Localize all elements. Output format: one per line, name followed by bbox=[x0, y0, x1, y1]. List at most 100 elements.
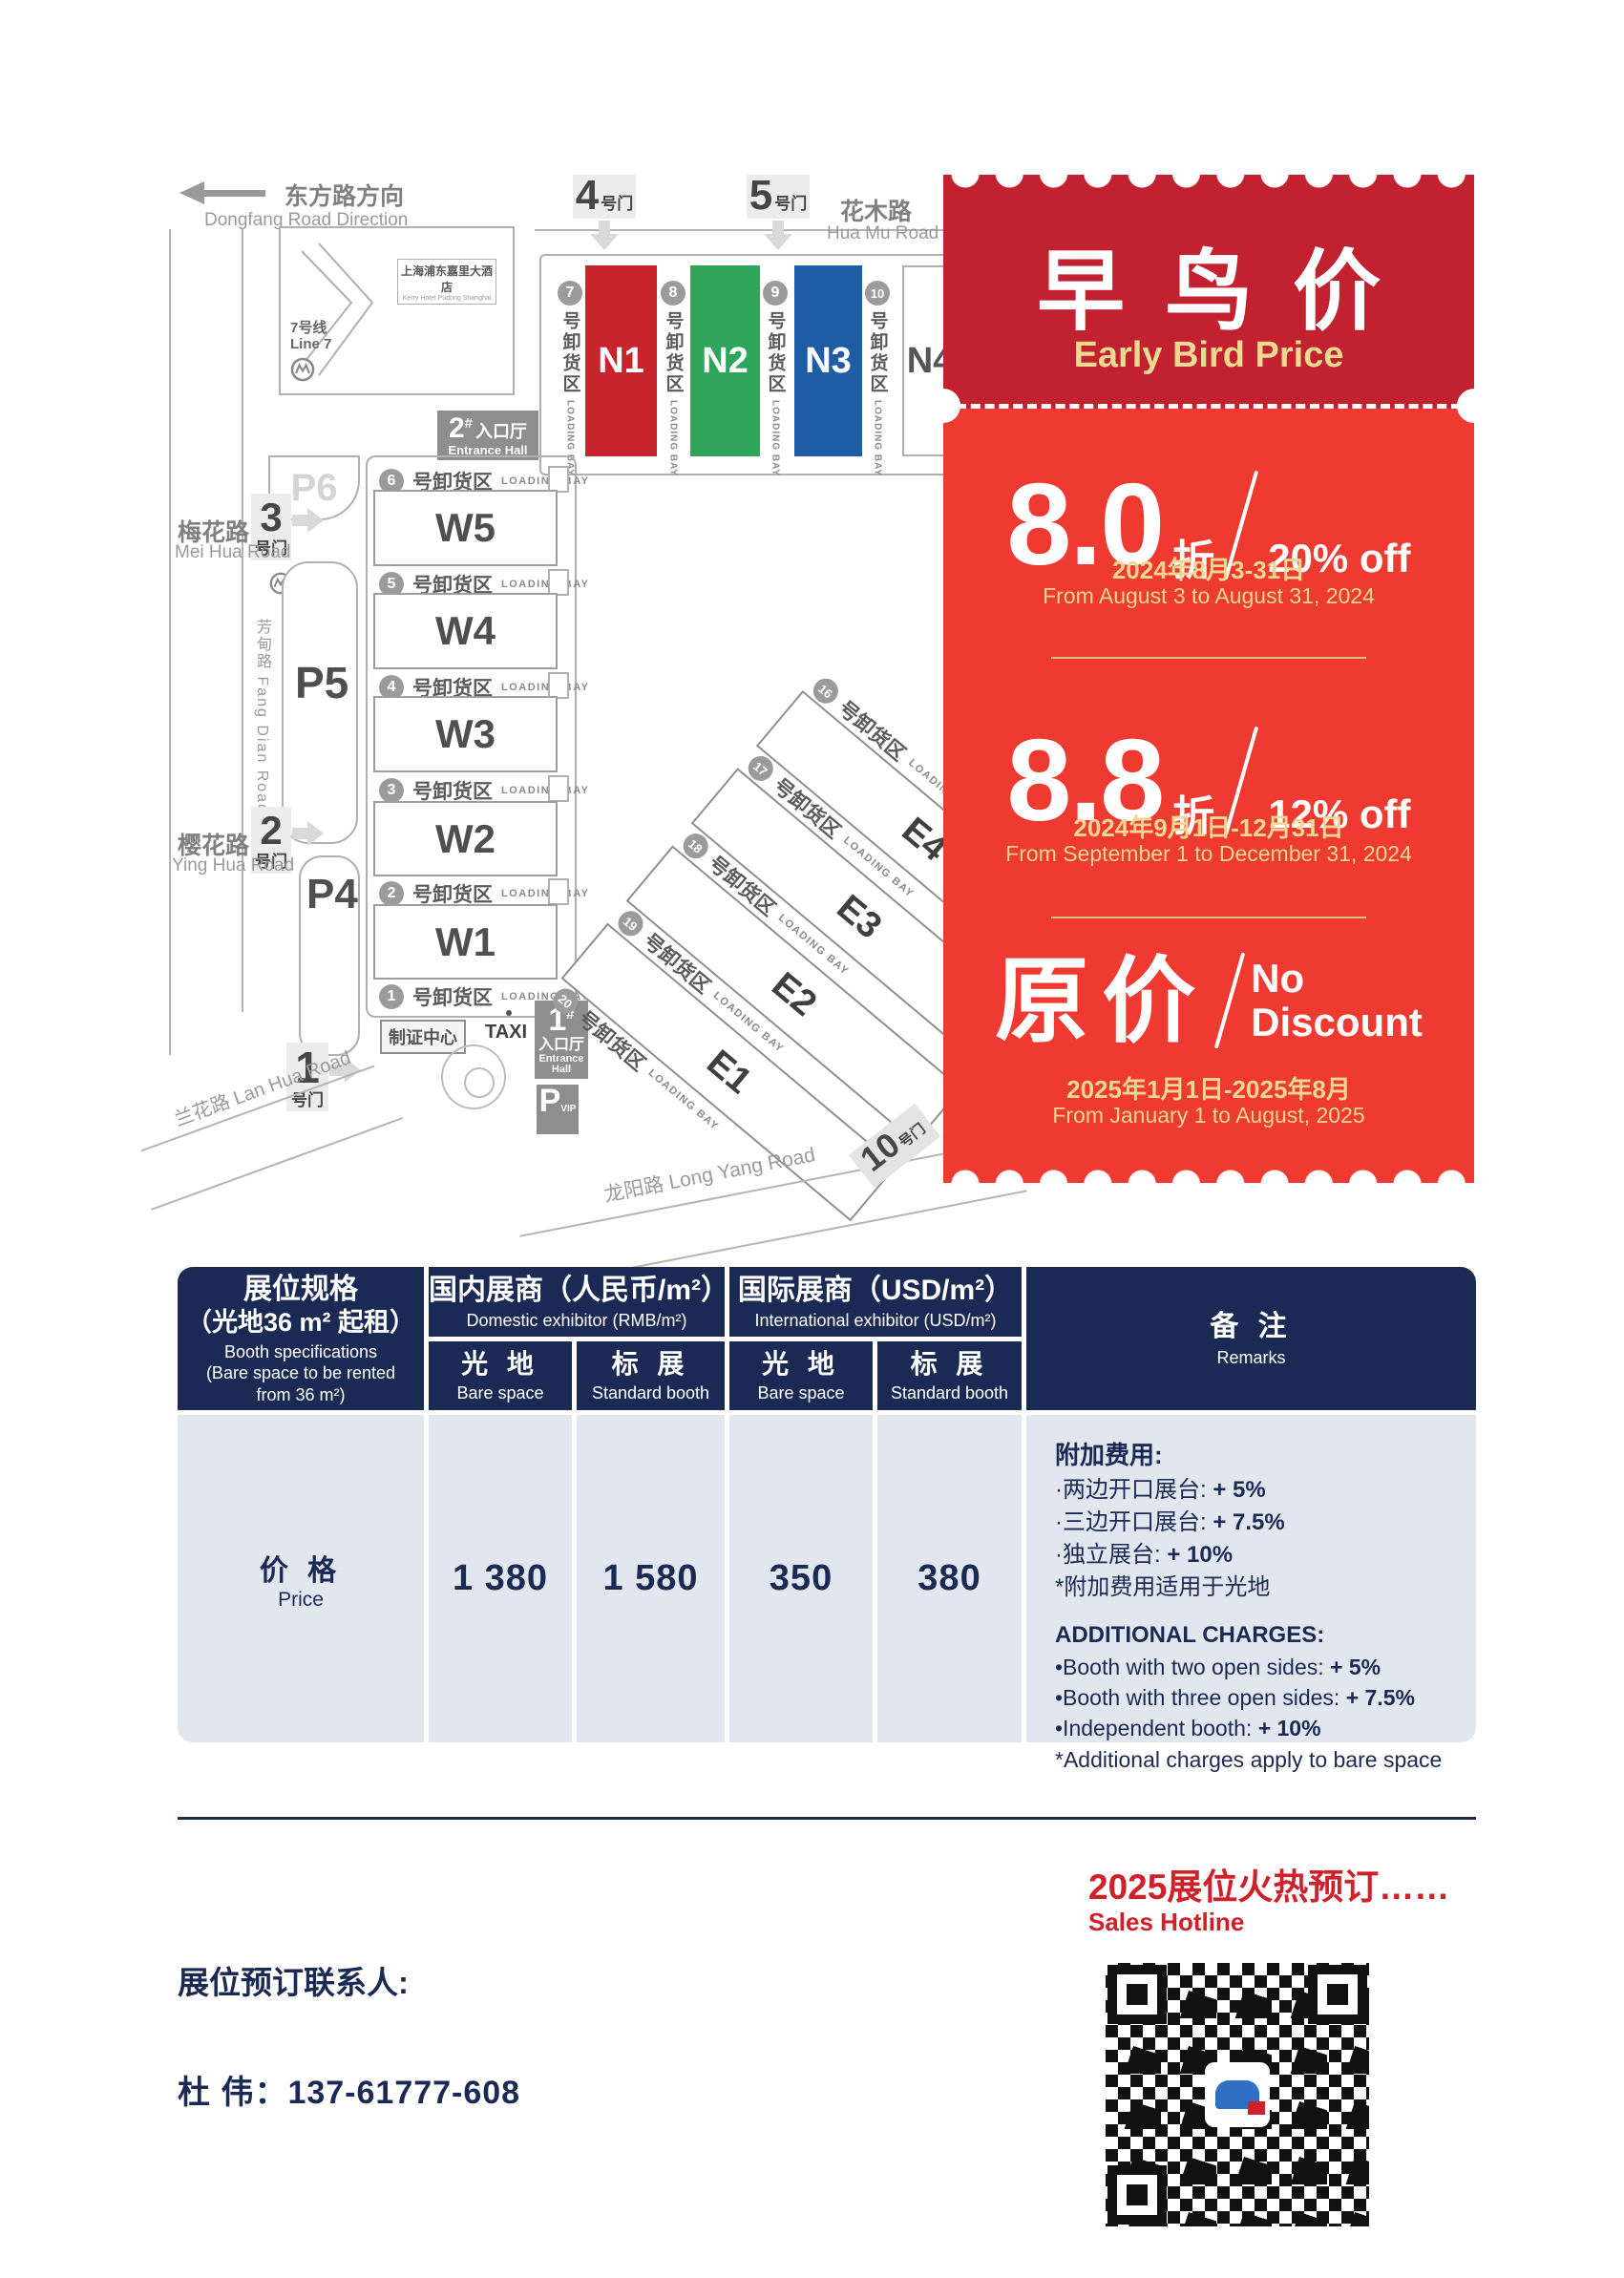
domestic-standard-zh: 标 展 bbox=[611, 1349, 690, 1380]
tier2-unit: 折 bbox=[1172, 793, 1215, 840]
remarks-cn-item-val: + 7.5% bbox=[1213, 1508, 1285, 1535]
gate-4-num: 4 bbox=[575, 172, 600, 219]
spec-en1: Booth specifications bbox=[223, 1341, 378, 1361]
tier3-price-row: 原价 No Discount bbox=[943, 939, 1474, 1063]
bay-10-num: 10 bbox=[865, 281, 890, 306]
gate-2-suffix: 号门 bbox=[255, 853, 287, 871]
price-value: 380 bbox=[917, 1558, 981, 1598]
bay-4-num: 4 bbox=[379, 675, 404, 700]
badge-center-box: 制证中心 bbox=[380, 1020, 466, 1054]
remarks-header-cell: 备 注 Remarks bbox=[1026, 1267, 1476, 1410]
road-line-top bbox=[535, 229, 960, 231]
fangdian-road-label: 芳甸路 Fang Dian Road bbox=[254, 619, 270, 814]
bay-5-num: 5 bbox=[379, 572, 404, 597]
meihua-road-en: Mei Hua Road bbox=[175, 542, 291, 562]
bay-10-zh: 号卸货区 bbox=[867, 311, 888, 395]
price-domestic-standard: 1 580 bbox=[577, 1415, 725, 1742]
parking-p6-label: P6 bbox=[290, 466, 338, 509]
huamu-road-zh: 花木路 bbox=[840, 199, 913, 225]
bay-1-num: 1 bbox=[379, 984, 404, 1009]
road-line bbox=[242, 229, 243, 1012]
roundabout-outer bbox=[441, 1044, 506, 1109]
remarks-cn-item-val: + 10% bbox=[1167, 1541, 1234, 1568]
coupon-divider-1 bbox=[1051, 657, 1366, 659]
remarks-gap bbox=[1055, 1604, 1466, 1619]
gate-2: 2 号门 bbox=[251, 807, 291, 874]
parking-p5: P5 bbox=[282, 561, 358, 844]
entrance-2-num: 2 bbox=[448, 412, 465, 445]
international-group-header: 国际展商（USD/m²） International exhibitor (US… bbox=[729, 1267, 1022, 1337]
yinghua-road-zh: 樱花路 bbox=[178, 833, 250, 859]
entrance-hall-2: 2 # 入口厅 Entrance Hall bbox=[437, 411, 538, 460]
remarks-cn-item: ·两边开口展台: + 5% bbox=[1055, 1474, 1466, 1507]
entrance-1-en: Entrance Hall bbox=[538, 1052, 584, 1076]
coupon-title-en: Early Bird Price bbox=[1073, 335, 1344, 375]
loading-bay-7: 7 号卸货区 LOADING BAY bbox=[556, 281, 584, 476]
tier2-date-zh: 2024年9月1日-12月31日 bbox=[1073, 813, 1344, 842]
tier1-discount: 20% off bbox=[1268, 536, 1411, 580]
domestic-group-header: 国内展商（人民币/m²） Domestic exhibitor (RMB/m²) bbox=[429, 1267, 729, 1337]
bay-2-notch bbox=[548, 878, 569, 905]
coupon-dashed-divider bbox=[957, 404, 1461, 409]
hall-w3: W3 bbox=[373, 696, 558, 772]
bay-8-en: LOADING BAY bbox=[667, 400, 679, 477]
remarks-body: 附加费用: ·两边开口展台: + 5% ·三边开口展台: + 7.5% ·独立展… bbox=[1026, 1415, 1476, 1772]
gate-3-suffix: 号门 bbox=[255, 539, 287, 558]
loading-bay-2: 2 号卸货区 LOADING BAY bbox=[379, 879, 590, 908]
tier2-price-row: 8.8 折 12% off bbox=[943, 709, 1474, 853]
bay-3-en: LOADING BAY bbox=[501, 785, 590, 796]
metro-line-zh: 7号线 bbox=[290, 320, 327, 336]
hotel-label-en: Kerry Hotel Pudong Shanghai bbox=[402, 294, 492, 302]
international-zh: 国际展商（USD/m²） bbox=[737, 1274, 1014, 1306]
entrance-1-hash: # bbox=[566, 1006, 575, 1023]
bay-10-en: LOADING BAY bbox=[872, 400, 883, 477]
bay-6-notch bbox=[548, 466, 569, 493]
remarks-en-item-val: + 5% bbox=[1330, 1655, 1381, 1680]
loading-bay-10: 10 号卸货区 LOADING BAY bbox=[863, 281, 892, 476]
bay-9-num: 9 bbox=[763, 281, 788, 306]
bay-9-zh: 号卸货区 bbox=[765, 311, 786, 395]
domestic-standard-header: 标 展 Standard booth bbox=[577, 1341, 725, 1410]
qr-finder-bottom-left bbox=[1107, 2165, 1167, 2225]
gate-5-suffix: 号门 bbox=[774, 195, 808, 213]
metro-line-en: Line 7 bbox=[290, 336, 332, 353]
entrance-hall-1: 1 # 入口厅 Entrance Hall bbox=[535, 1001, 588, 1079]
international-bare-zh: 光 地 bbox=[762, 1349, 840, 1380]
bay-2-en: LOADING BAY bbox=[501, 888, 590, 899]
qr-finder-top-right bbox=[1308, 1965, 1367, 2024]
bay-5-zh: 号卸货区 bbox=[412, 575, 493, 597]
huamu-road-en: Hua Mu Road bbox=[827, 223, 939, 243]
gate-4: 4 号门 bbox=[573, 175, 636, 219]
coupon-notch-left bbox=[926, 389, 960, 423]
bay-8-zh: 号卸货区 bbox=[663, 311, 684, 395]
tier2-date-en: From September 1 to December 31, 2024 bbox=[1005, 841, 1412, 866]
bay-3-notch bbox=[548, 775, 569, 802]
parking-vip: P VIP bbox=[537, 1084, 579, 1134]
price-domestic-bare: 1 380 bbox=[429, 1415, 572, 1742]
remarks-cn-item: ·独立展台: + 10% bbox=[1055, 1539, 1466, 1571]
international-en: International exhibitor (USD/m²) bbox=[754, 1311, 997, 1330]
bay-6-num: 6 bbox=[379, 469, 404, 494]
bay-5-en: LOADING BAY bbox=[501, 579, 590, 590]
gate-5-arrow-icon bbox=[764, 221, 792, 250]
remarks-en-item: •Booth with two open sides: + 5% bbox=[1055, 1652, 1466, 1682]
remarks-cn-item-text: ·两边开口展台: bbox=[1055, 1476, 1213, 1503]
qr-logo-cloud bbox=[1215, 2080, 1265, 2115]
gate-2-arrow-icon bbox=[292, 821, 324, 846]
coupon-scallop-top bbox=[943, 174, 1474, 202]
parking-p4: P4 bbox=[299, 855, 360, 1056]
hotline-title: 2025展位火热预订…… bbox=[1088, 1867, 1450, 1907]
remarks-en-item-text: •Booth with two open sides: bbox=[1055, 1655, 1331, 1680]
spec-zh1: 展位规格 bbox=[243, 1273, 358, 1305]
bay-4-notch bbox=[548, 672, 569, 699]
price-table: 展位规格 （光地36 m² 起租） Booth specifications (… bbox=[178, 1267, 1476, 1772]
coupon-scallop-bottom bbox=[943, 1155, 1474, 1184]
domestic-zh: 国内展商（人民币/m²） bbox=[429, 1274, 729, 1306]
coupon-header: 早鸟价 Early Bird Price bbox=[943, 174, 1474, 409]
international-bare-header: 光 地 Bare space bbox=[729, 1341, 873, 1410]
gate-5-num: 5 bbox=[749, 172, 773, 219]
contact-label: 展位预订联系人: bbox=[178, 1965, 409, 2000]
price-label-en: Price bbox=[278, 1588, 324, 1611]
badge-center-label: 制证中心 bbox=[389, 1028, 457, 1047]
